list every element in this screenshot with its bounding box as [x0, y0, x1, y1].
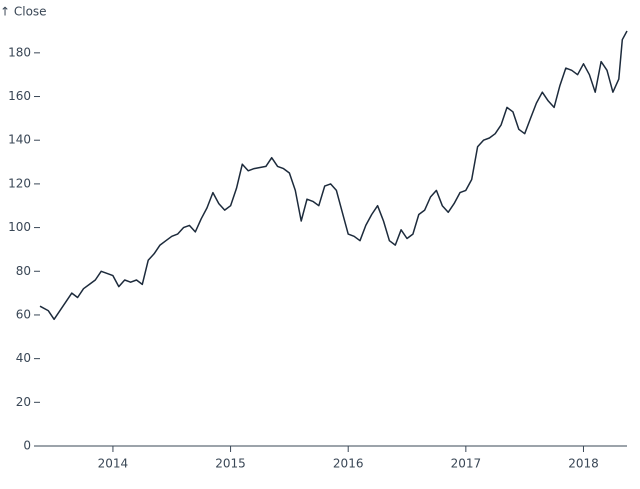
y-tick-label: 160 — [8, 89, 31, 103]
y-tick-label: 60 — [16, 307, 31, 321]
y-tick-label: 180 — [8, 45, 31, 59]
y-axis-label: ↑ Close — [0, 5, 47, 19]
y-tick-label: 140 — [8, 133, 31, 147]
x-tick-label: 2017 — [451, 457, 482, 471]
y-tick-label: 80 — [16, 264, 31, 278]
x-tick-label: 2015 — [215, 457, 246, 471]
x-tick-label: 2014 — [98, 457, 129, 471]
x-tick-label: 2016 — [333, 457, 364, 471]
x-tick-label: 2018 — [568, 457, 599, 471]
y-tick-label: 100 — [8, 220, 31, 234]
line — [39, 30, 628, 321]
y-tick-label: 0 — [23, 439, 31, 453]
y-tick-label: 20 — [16, 395, 31, 409]
y-tick-label: 120 — [8, 176, 31, 190]
y-tick-label: 40 — [16, 351, 31, 365]
